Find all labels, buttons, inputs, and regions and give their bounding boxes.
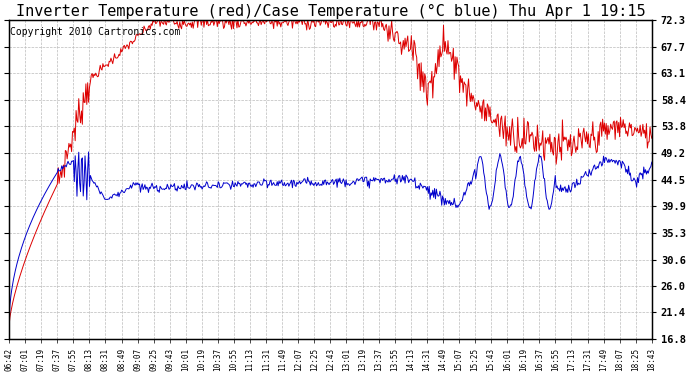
Text: Copyright 2010 Cartronics.com: Copyright 2010 Cartronics.com — [10, 27, 181, 37]
Title: Inverter Temperature (red)/Case Temperature (°C blue) Thu Apr 1 19:15: Inverter Temperature (red)/Case Temperat… — [16, 4, 645, 19]
